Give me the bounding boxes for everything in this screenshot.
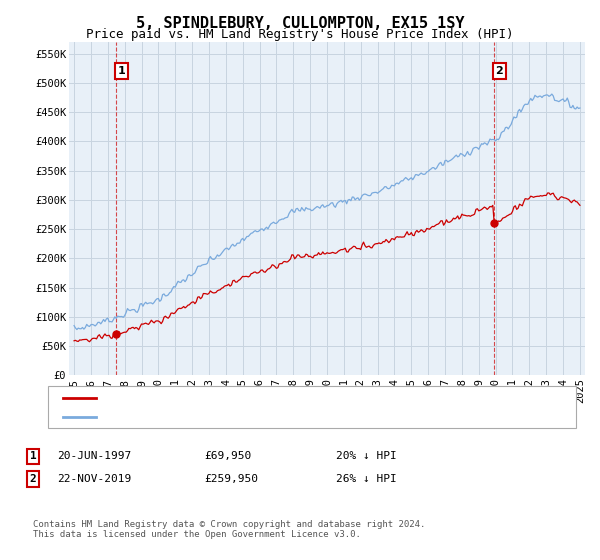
Text: 2: 2	[496, 66, 503, 76]
Text: 20% ↓ HPI: 20% ↓ HPI	[336, 451, 397, 461]
Text: 26% ↓ HPI: 26% ↓ HPI	[336, 474, 397, 484]
Text: HPI: Average price, detached house, Mid Devon: HPI: Average price, detached house, Mid …	[102, 412, 406, 422]
Text: 5, SPINDLEBURY, CULLOMPTON, EX15 1SY: 5, SPINDLEBURY, CULLOMPTON, EX15 1SY	[136, 16, 464, 31]
Text: Contains HM Land Registry data © Crown copyright and database right 2024.
This d: Contains HM Land Registry data © Crown c…	[33, 520, 425, 539]
Text: 1: 1	[29, 451, 37, 461]
Text: £69,950: £69,950	[204, 451, 251, 461]
Text: 1: 1	[118, 66, 125, 76]
Text: 5, SPINDLEBURY, CULLOMPTON, EX15 1SY (detached house): 5, SPINDLEBURY, CULLOMPTON, EX15 1SY (de…	[102, 393, 460, 403]
Text: 2: 2	[29, 474, 37, 484]
Text: Price paid vs. HM Land Registry's House Price Index (HPI): Price paid vs. HM Land Registry's House …	[86, 28, 514, 41]
Text: £259,950: £259,950	[204, 474, 258, 484]
Text: 20-JUN-1997: 20-JUN-1997	[57, 451, 131, 461]
Text: 22-NOV-2019: 22-NOV-2019	[57, 474, 131, 484]
